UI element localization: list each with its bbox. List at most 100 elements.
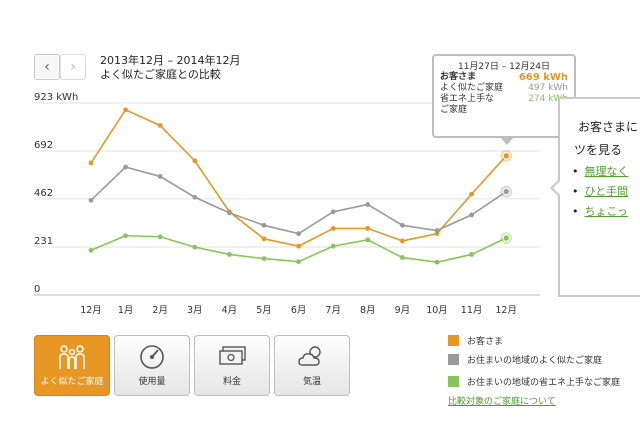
data-point <box>502 234 510 242</box>
tooltip-row: 省エネ上手な 274 kWh <box>434 94 574 105</box>
x-tick-label: 4月 <box>222 305 238 316</box>
gauge-icon <box>140 345 164 369</box>
data-point <box>157 123 163 128</box>
chart-subtitle: よく似たご家庭との比較 <box>100 68 221 81</box>
data-point <box>296 259 301 265</box>
x-tick-label: 6月 <box>291 305 307 316</box>
series-line <box>90 234 507 263</box>
tooltip-value: 669 kWh <box>518 72 568 83</box>
data-point <box>192 158 198 164</box>
tab-label: 料金 <box>222 377 241 387</box>
x-tick-label: 2月 <box>152 305 168 316</box>
chevron-left-icon: ‹ <box>44 59 50 75</box>
legend-item: お住まいの地域の省エネ上手なご家庭 <box>448 375 620 388</box>
prev-period-button[interactable]: ‹ <box>34 54 60 80</box>
legend-swatch <box>448 335 459 346</box>
x-tick-label: 8月 <box>360 305 376 316</box>
tooltip-value: 497 kWh <box>528 83 568 93</box>
data-point <box>261 256 267 261</box>
chevron-right-icon: › <box>70 59 76 75</box>
family-icon <box>59 345 85 369</box>
tip-item: • ちょこっ <box>572 205 628 218</box>
tooltip-value: 274 kWh <box>528 94 568 104</box>
tooltip-label: 省エネ上手な <box>440 94 495 104</box>
tooltip-range: 11月27日 – 12月24日 <box>457 62 551 72</box>
data-point <box>192 194 198 200</box>
legend-item: お客さま <box>448 334 503 347</box>
tab-similar-homes[interactable]: よく似たご家庭 <box>34 335 110 396</box>
data-point <box>469 191 474 197</box>
x-tick-label: 3月 <box>187 305 203 316</box>
money-icon <box>219 346 246 365</box>
tip-link[interactable]: ひと手間 <box>584 185 629 198</box>
data-point <box>365 202 371 207</box>
tab-label: 使用量 <box>138 377 166 387</box>
legend-item: お住まいの地域のよく似たご家庭 <box>448 353 602 366</box>
legend-swatch <box>448 376 459 387</box>
tooltip-label: お客さま <box>440 72 477 82</box>
x-tick-label: 1月 <box>118 305 134 316</box>
data-point <box>123 233 128 239</box>
tab-usage[interactable]: 使用量 <box>114 335 190 396</box>
series-line <box>90 166 507 235</box>
x-tick-label: 10月 <box>426 305 448 316</box>
data-point <box>400 255 405 260</box>
data-point <box>502 152 510 160</box>
data-point <box>192 244 198 250</box>
tooltip-row: よく似たご家庭 497 kWh <box>434 83 574 94</box>
y-tick-label: 462 <box>34 188 53 199</box>
period-label: 2013年12月 – 2014年12月 <box>100 54 241 67</box>
tab-temperature[interactable]: 気温 <box>274 335 350 396</box>
data-point <box>88 197 94 203</box>
data-point <box>502 187 510 196</box>
tooltip-row: お客さま 669 kWh <box>434 72 574 83</box>
data-point <box>365 237 371 243</box>
data-point <box>330 226 336 231</box>
data-point <box>261 222 267 228</box>
usage-chart: 923 kWh 692 462 231 0 12月 1月 2月 3月 4月 5月 6月 7月 8月 9月 10… <box>34 92 540 316</box>
next-period-button[interactable]: › <box>60 54 86 80</box>
y-tick-label: 923 kWh <box>34 92 78 103</box>
data-point <box>434 259 440 265</box>
tips-panel: お客さまに ツを見る • 無理なく • ひと手間 • ちょこっ <box>550 97 640 297</box>
data-point <box>123 164 128 170</box>
tip-item: • ひと手間 <box>572 185 629 198</box>
data-point <box>434 228 440 233</box>
legend-label: お住まいの地域のよく似たご家庭 <box>467 356 603 366</box>
tip-item: • 無理なく <box>572 165 629 178</box>
tooltip-label: よく似たご家庭 <box>440 83 504 93</box>
data-point <box>157 234 163 240</box>
tooltip-pointer <box>500 137 514 145</box>
data-point <box>330 209 336 215</box>
data-point <box>469 252 474 257</box>
data-point <box>227 252 232 257</box>
tips-title-line2: ツを見る <box>574 143 623 157</box>
data-point <box>365 226 371 231</box>
data-point <box>296 243 301 249</box>
data-point <box>400 238 405 244</box>
data-point <box>123 107 128 113</box>
x-tick-label: 9月 <box>395 305 411 316</box>
tip-link[interactable]: 無理なく <box>584 165 629 178</box>
tab-label: 気温 <box>302 377 321 387</box>
legend-label: お客さま <box>467 337 504 347</box>
data-point <box>88 247 94 253</box>
y-tick-label: 231 <box>34 236 53 247</box>
legend-label: お住まいの地域の省エネ上手なご家庭 <box>467 378 621 388</box>
x-tick-label: 12月 <box>495 305 517 316</box>
data-point <box>469 212 474 218</box>
y-tick-label: 692 <box>34 140 53 151</box>
tip-link[interactable]: ちょこっ <box>584 205 628 218</box>
data-point <box>261 236 267 242</box>
data-point <box>227 210 232 216</box>
compare-info-link[interactable]: 比較対象のご家庭について <box>448 397 556 407</box>
data-point <box>296 231 301 237</box>
x-tick-label: 12月 <box>80 305 102 316</box>
tab-label: よく似たご家庭 <box>40 377 104 387</box>
data-point <box>88 160 94 166</box>
tips-title-line1: お客さまに <box>578 120 639 134</box>
tab-cost[interactable]: 料金 <box>194 335 270 396</box>
y-tick-label: 0 <box>34 284 40 295</box>
data-tooltip: 11月27日 – 12月24日 お客さま 669 kWh よく似たご家庭 497 kW… <box>432 54 576 138</box>
tooltip-row: ご家庭 <box>434 105 574 116</box>
